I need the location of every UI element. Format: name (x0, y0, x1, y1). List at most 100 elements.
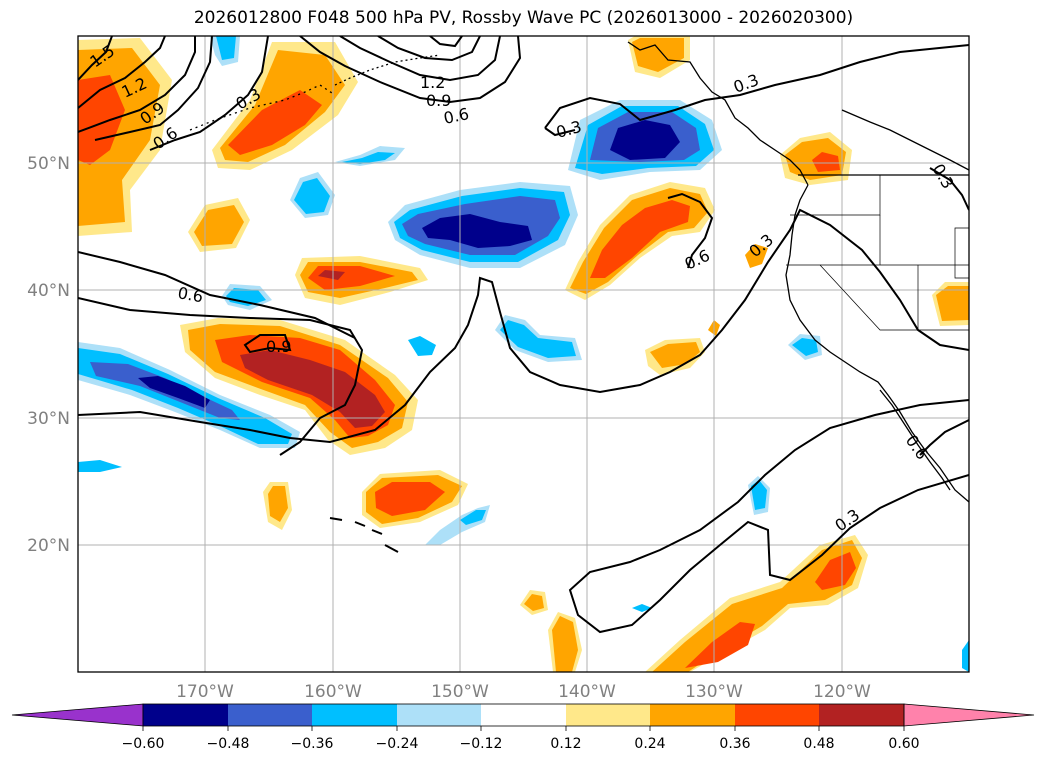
hawaii-islands (329, 517, 399, 553)
colorbar-tick-label: 0.48 (803, 736, 834, 752)
anomaly-pos-streak-max (318, 270, 345, 280)
coastlines (189, 41, 969, 553)
latitude-labels: 50°N 40°N 30°N 20°N (27, 154, 70, 556)
lat-label-50n: 50°N (27, 154, 70, 174)
colorbar-segment (650, 704, 735, 726)
colorbar-segment (228, 704, 312, 726)
anomaly-pos-alaska-core (632, 38, 684, 72)
contour-label-0-6-ridge: 0.6 (442, 104, 471, 128)
colorbar-segment (397, 704, 481, 726)
colorbar: −0.60 −0.48 −0.36 −0.24 −0.12 0.12 0.24 … (11, 703, 1035, 752)
anomaly-pos-small-1-core (194, 205, 244, 246)
contour-0-3-loop (544, 127, 576, 137)
anomaly-neg-small-4-core (500, 320, 576, 358)
lon-label-120w: 120°W (813, 682, 871, 702)
lon-label-170w: 170°W (176, 682, 234, 702)
contour-label-0-9-ridge: 0.9 (426, 91, 451, 110)
positive-anomaly-fields (78, 36, 969, 672)
colorbar-tick-label: −0.60 (122, 736, 165, 752)
anomaly-pos-main-max (240, 350, 385, 428)
contour-0-6-upper (78, 251, 356, 339)
anomaly-pos-east-edge-core (936, 286, 969, 321)
anomaly-neg-small-5 (408, 336, 436, 356)
colorbar-segment (312, 704, 397, 726)
contour-0-3-subtropics (568, 399, 969, 634)
anomaly-neg-west-band-4 (138, 376, 210, 408)
map-title: 2026012800 F048 500 hPa PV, Rossby Wave … (193, 8, 854, 28)
anomaly-pos-small-7-core (552, 616, 578, 672)
colorbar-segment (481, 704, 566, 726)
anomaly-neg-small-9 (78, 460, 122, 472)
colorbar-extend-low (11, 703, 144, 727)
longitude-labels: 170°W 160°W 150°W 140°W 130°W 120°W (176, 682, 871, 702)
contour-nw-2 (94, 36, 213, 141)
colorbar-tick-label: −0.24 (376, 736, 419, 752)
anomaly-pos-hawaii-inner (375, 482, 445, 516)
contour-nw-1 (78, 36, 196, 133)
lon-label-140w: 140°W (558, 682, 616, 702)
contour-ridge-top-1 (299, 36, 522, 104)
anomaly-neg-central-4 (422, 214, 532, 248)
anomaly-pos-gulf-inner (590, 200, 690, 278)
anomaly-neg-small-7-core (751, 480, 767, 510)
contour-ridge-top-2 (339, 36, 501, 82)
contour-0-6-east (929, 167, 969, 211)
contour-0-9-east (919, 419, 969, 456)
anomaly-pos-small-6-core (524, 594, 544, 611)
anomaly-pos-tropical-band-inner-2 (815, 552, 856, 590)
colorbar-segment (566, 704, 650, 726)
contour-label-1-2-ridge: 1.2 (420, 73, 445, 92)
anomaly-neg-small-1-core (294, 178, 330, 214)
colorbar-tick-label: 0.12 (550, 736, 581, 752)
contour-nw-3 (78, 36, 166, 109)
lat-label-20n: 20°N (27, 536, 70, 556)
anomaly-neg-small-2-core (342, 152, 395, 164)
anomaly-neg-small-3-core (226, 288, 266, 306)
lon-label-130w: 130°W (685, 682, 743, 702)
colorbar-segment (143, 704, 228, 726)
contour-label-0-6-main: 0.6 (176, 283, 204, 306)
anomaly-neg-small-11 (632, 604, 652, 612)
anomaly-pos-pnw-inner (812, 152, 840, 172)
colorbar-tick-label: 0.36 (719, 736, 750, 752)
contour-0-3-big (78, 208, 969, 444)
alaska-coast (627, 41, 809, 186)
anomaly-pos-aleutian-inner (228, 90, 322, 155)
anomaly-neg-small-6-core (460, 510, 486, 525)
colorbar-tick-label: 0.24 (634, 736, 665, 752)
baja-california (879, 389, 951, 491)
map-frame (77, 35, 970, 673)
inland-border-1 (841, 109, 969, 171)
lon-label-150w: 150°W (431, 682, 489, 702)
contour-label-0-9-main: 0.9 (266, 337, 291, 356)
map-panel: 1.5 1.2 0.9 0.6 0.3 1.2 0.9 0.6 0.3 0.3 … (78, 36, 969, 672)
colorbar-segment (819, 704, 904, 726)
lat-label-40n: 40°N (27, 281, 70, 301)
graticule (78, 36, 969, 672)
contour-nw-5 (149, 36, 269, 151)
colorbar-extend-high (903, 703, 1035, 727)
contour-ridge-top-4 (429, 36, 463, 48)
anomaly-pos-tropical-band-inner (685, 622, 755, 668)
contour-0-3-north (544, 44, 969, 129)
anomaly-neg-alaska-gulf-4 (610, 120, 680, 160)
contour-nw-4 (78, 36, 113, 81)
anomaly-neg-small-10-core (216, 36, 236, 60)
colorbar-tick-label: 0.60 (888, 736, 919, 752)
contour-ridge-top-3 (377, 36, 481, 62)
contour-0-6-gulf (667, 192, 714, 269)
pv-contours (78, 36, 969, 634)
west-coast (785, 184, 969, 503)
alaska-peninsula (334, 54, 441, 86)
anomaly-pos-small-2-core (268, 486, 288, 522)
colorbar-tick-label: −0.36 (291, 736, 334, 752)
contour-0-9 (243, 334, 292, 354)
anomaly-neg-small-8-core (792, 338, 818, 356)
lat-label-30n: 30°N (27, 409, 70, 429)
negative-anomaly-fields (78, 36, 969, 672)
lon-label-160w: 160°W (304, 682, 362, 702)
colorbar-tick-label: −0.48 (207, 736, 250, 752)
anomaly-neg-small-12 (962, 640, 969, 672)
colorbar-tick-label: −0.12 (460, 736, 503, 752)
